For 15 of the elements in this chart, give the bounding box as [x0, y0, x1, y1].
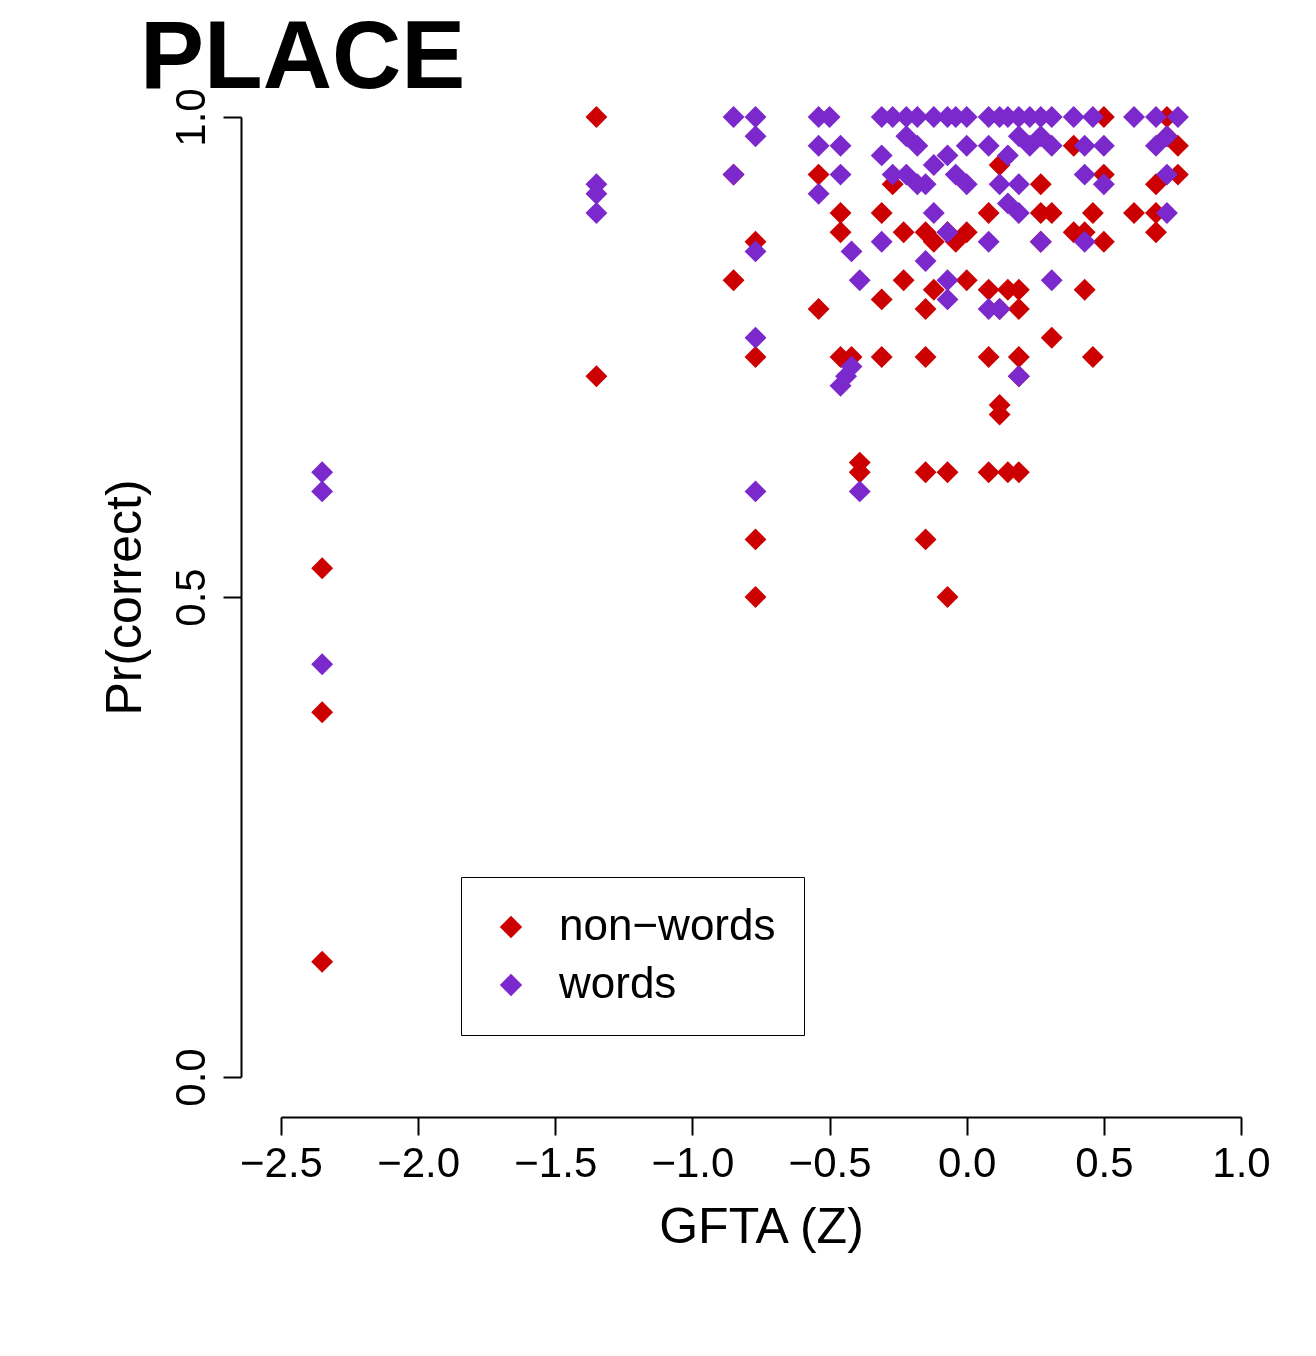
x-tick-label: −1.5: [514, 1138, 598, 1186]
y-tick-label: 0.5: [166, 568, 214, 627]
x-tick-label: −1.0: [651, 1138, 735, 1186]
x-axis-title: GFTA (Z): [659, 1197, 864, 1254]
x-tick-label: 0.0: [938, 1138, 997, 1186]
x-tick-label: −0.5: [788, 1138, 872, 1186]
x-tick-label: −2.5: [240, 1138, 323, 1186]
y-axis-title: Pr(correct): [95, 479, 152, 716]
legend-label: words: [558, 958, 677, 1007]
y-tick-label: 0.0: [166, 1048, 214, 1107]
legend-label: non−words: [559, 900, 776, 949]
x-tick-label: 0.5: [1075, 1138, 1134, 1186]
x-tick-label: −2.0: [377, 1138, 461, 1186]
x-tick-label: 1.0: [1212, 1138, 1271, 1186]
y-tick-label: 1.0: [166, 88, 214, 147]
